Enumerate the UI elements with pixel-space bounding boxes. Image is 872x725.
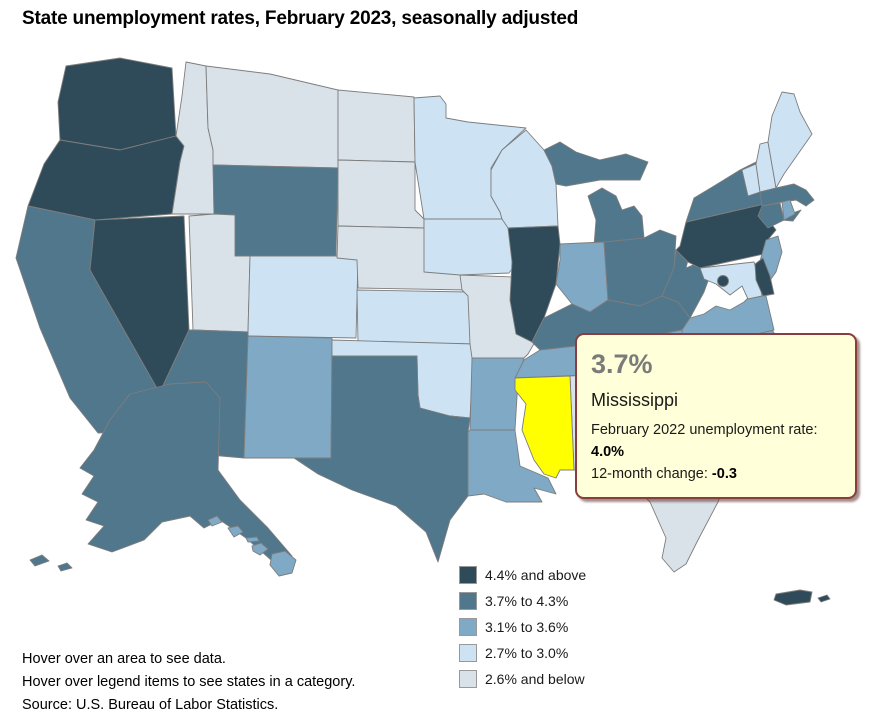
tooltip-prev-rate-line: February 2022 unemployment rate: 4.0% <box>591 419 841 463</box>
state-KS[interactable] <box>356 289 475 345</box>
legend: 4.4% and above 3.7% to 4.3% 3.1% to 3.6% 2.… <box>459 566 586 696</box>
state-RI[interactable] <box>781 199 796 221</box>
state-OR[interactable] <box>27 135 185 221</box>
legend-label: 4.4% and above <box>485 567 587 583</box>
state-MI-upper-peninsula[interactable] <box>543 141 649 187</box>
legend-swatch <box>459 592 477 610</box>
footer-legend-note: Hover over legend items to see states in… <box>22 674 356 690</box>
state-AK[interactable] <box>79 381 293 567</box>
tooltip-change-label: 12-month change: <box>591 466 712 482</box>
state-CO[interactable] <box>247 255 359 339</box>
tooltip-change-line: 12-month change: -0.3 <box>591 463 841 485</box>
tooltip-prev-rate-value: 4.0% <box>591 444 625 460</box>
legend-item[interactable]: 3.7% to 4.3% <box>459 592 586 610</box>
state-IN[interactable] <box>555 241 609 313</box>
state-MT[interactable] <box>205 65 339 169</box>
tooltip-rate-value: 3.7% <box>591 349 653 379</box>
state-LA[interactable] <box>467 429 557 503</box>
legend-swatch <box>459 618 477 636</box>
legend-swatch <box>459 566 477 584</box>
legend-swatch <box>459 644 477 662</box>
state-AR[interactable] <box>469 357 525 431</box>
state-DE[interactable] <box>754 257 775 297</box>
state-AK-aleutian-island-1[interactable] <box>29 554 50 567</box>
state-NM[interactable] <box>243 335 333 459</box>
state-ND[interactable] <box>337 89 416 163</box>
legend-item[interactable]: 3.1% to 3.6% <box>459 618 586 636</box>
footer-source-note: Source: U.S. Bureau of Labor Statistics. <box>22 697 279 713</box>
hover-tooltip: 3.7% Mississippi February 2022 unemploym… <box>575 333 857 499</box>
tooltip-state-name: Mississippi <box>591 390 679 410</box>
tooltip-change-value: -0.3 <box>711 466 737 482</box>
state-ME[interactable] <box>767 91 813 189</box>
territory-PR[interactable] <box>773 589 813 606</box>
legend-swatch <box>459 670 477 688</box>
legend-item[interactable]: 2.7% to 3.0% <box>459 644 586 662</box>
legend-item[interactable]: 4.4% and above <box>459 566 586 584</box>
legend-label: 3.7% to 4.3% <box>485 593 569 609</box>
state-WI[interactable] <box>490 129 559 229</box>
page-title: State unemployment rates, February 2023,… <box>22 8 579 29</box>
state-AK-aleutian-island-2[interactable] <box>57 562 73 572</box>
legend-item[interactable]: 2.6% and below <box>459 670 586 688</box>
state-IA[interactable] <box>423 218 518 276</box>
legend-label: 2.7% to 3.0% <box>485 645 569 661</box>
tooltip-prev-rate-label: February 2022 unemployment rate: <box>591 422 818 438</box>
state-HI-oahu[interactable] <box>227 525 244 538</box>
state-CT[interactable] <box>757 202 785 229</box>
state-WA[interactable] <box>57 57 177 151</box>
state-DC[interactable] <box>717 275 729 287</box>
state-HI-kauai[interactable] <box>207 515 223 527</box>
legend-label: 3.1% to 3.6% <box>485 619 569 635</box>
state-TX[interactable] <box>293 355 471 563</box>
state-HI-maui[interactable] <box>251 542 269 556</box>
state-HI-molokai[interactable] <box>245 536 260 543</box>
footer-hover-note: Hover over an area to see data. <box>22 651 226 667</box>
state-HI-big-island[interactable] <box>269 550 297 577</box>
territory-PR-islet[interactable] <box>817 594 831 603</box>
state-MD[interactable] <box>699 261 763 300</box>
legend-label: 2.6% and below <box>485 671 585 687</box>
state-SD[interactable] <box>337 159 425 229</box>
state-MS-highlighted[interactable] <box>514 375 575 479</box>
footer-notes: Hover over an area to see data. Hover ov… <box>22 648 355 717</box>
